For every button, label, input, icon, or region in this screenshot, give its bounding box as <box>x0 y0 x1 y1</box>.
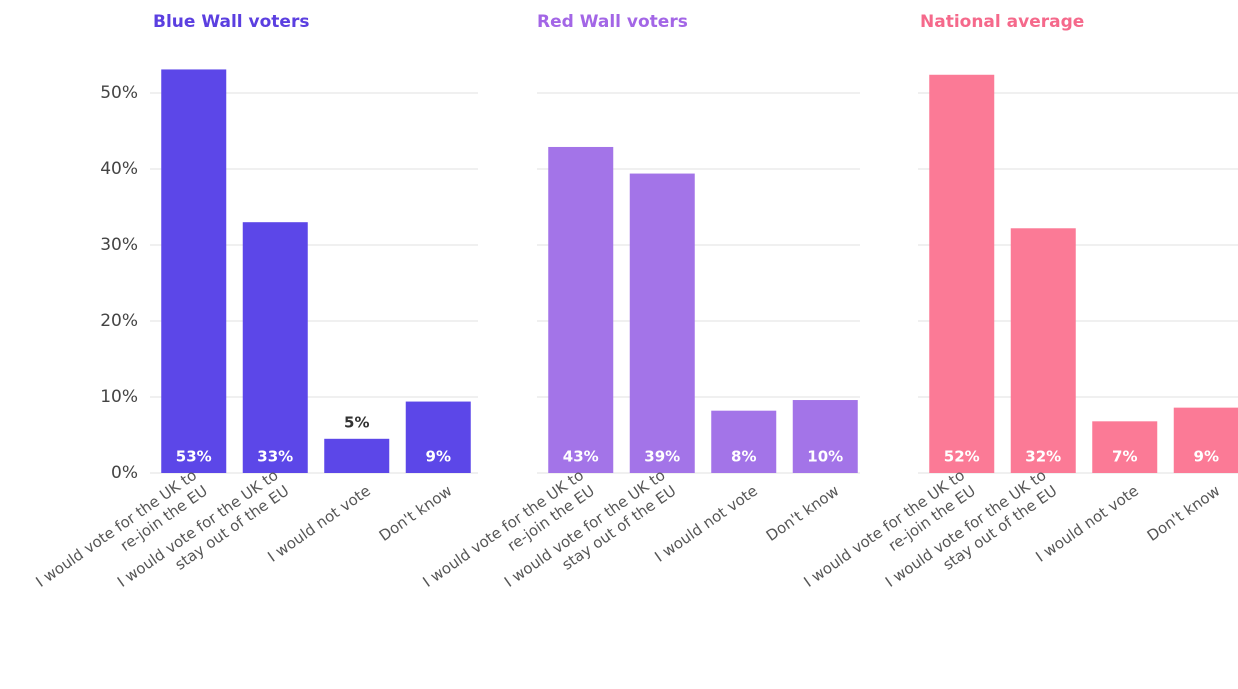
panel-title: National average <box>920 12 1084 32</box>
value-label: 10% <box>807 448 843 466</box>
bar <box>711 410 777 473</box>
bar <box>405 401 471 473</box>
bar <box>929 74 995 473</box>
y-tick-label: 50% <box>100 83 138 103</box>
value-label: 52% <box>944 448 980 466</box>
value-label: 8% <box>731 448 756 466</box>
value-label: 7% <box>1112 448 1137 466</box>
value-label: 9% <box>1194 448 1219 466</box>
x-tick-label: Don't know <box>1143 481 1223 544</box>
value-label: 53% <box>176 448 212 466</box>
x-tick-line: I would vote for the UK to <box>800 466 968 591</box>
y-tick-label: 0% <box>111 463 138 483</box>
y-tick-label: 30% <box>100 235 138 255</box>
value-label: 43% <box>563 448 599 466</box>
bar <box>1010 228 1076 473</box>
value-label: 5% <box>344 413 369 431</box>
panel-title: Red Wall voters <box>537 12 688 32</box>
bar <box>242 222 308 473</box>
panel-title: Blue Wall voters <box>153 12 309 32</box>
bar <box>1173 407 1238 473</box>
x-tick-label: Don't know <box>375 481 455 544</box>
value-label: 39% <box>644 448 680 466</box>
value-label: 33% <box>257 448 293 466</box>
x-tick-line: Don't know <box>1143 481 1223 544</box>
bar <box>324 438 390 473</box>
value-label: 9% <box>426 448 451 466</box>
y-tick-label: 10% <box>100 387 138 407</box>
x-tick-line: Don't know <box>375 481 455 544</box>
x-tick-label: Don't know <box>762 481 842 544</box>
x-tick-line: I would vote for the UK to <box>32 466 200 591</box>
bar <box>629 173 695 473</box>
bar <box>548 146 614 473</box>
y-tick-label: 40% <box>100 159 138 179</box>
y-tick-label: 20% <box>100 311 138 331</box>
bar <box>1092 421 1158 473</box>
bar <box>161 69 227 473</box>
value-label: 32% <box>1025 448 1061 466</box>
x-tick-line: Don't know <box>762 481 842 544</box>
bar <box>792 400 858 473</box>
